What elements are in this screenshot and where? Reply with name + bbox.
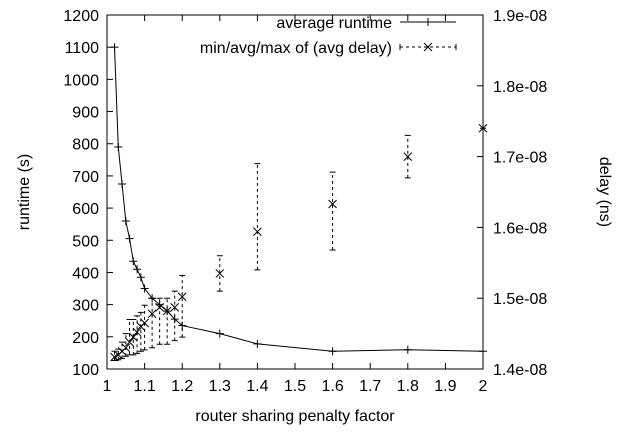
runtime-point bbox=[253, 339, 262, 348]
legend-label-avg-delay: min/avg/max of (avg delay) bbox=[200, 40, 392, 57]
delay-point bbox=[140, 318, 149, 328]
runtime-point bbox=[118, 179, 127, 188]
runtime-point bbox=[133, 265, 142, 274]
series-avg-delay bbox=[110, 123, 488, 362]
y-tick-label: 100 bbox=[72, 362, 99, 379]
y2-tick-label: 1.8e-08 bbox=[493, 79, 547, 96]
runtime-line bbox=[114, 47, 484, 352]
delay-errorbar-caps bbox=[137, 311, 144, 352]
x-tick-label: 1.8 bbox=[397, 378, 419, 395]
delay-errorbar-caps bbox=[119, 341, 126, 359]
delay-errorbar-caps bbox=[156, 297, 163, 345]
delay-point bbox=[121, 343, 131, 353]
delay-point bbox=[162, 306, 172, 316]
delay-point bbox=[155, 303, 164, 312]
y-tick-label: 600 bbox=[72, 201, 99, 218]
runtime-point bbox=[114, 142, 123, 151]
delay-errorbar-caps bbox=[254, 163, 261, 271]
runtime-point bbox=[403, 345, 412, 354]
y-axis-ticks: 100 200 300 400 500 600 700 800 900 1000 1100 1200 bbox=[63, 8, 113, 379]
delay-errorbar-caps bbox=[149, 297, 156, 349]
y-tick-label: 200 bbox=[72, 330, 99, 347]
delay-errorbar-caps bbox=[122, 333, 129, 357]
series-average-runtime bbox=[110, 43, 487, 356]
y-tick-label: 900 bbox=[72, 105, 99, 122]
runtime-point bbox=[136, 273, 145, 282]
x-tick-label: 1.4 bbox=[246, 378, 268, 395]
legend-marker-plus bbox=[424, 18, 432, 26]
y2-tick-label: 1.9e-08 bbox=[493, 8, 547, 25]
legend-errorbar-caps bbox=[399, 44, 457, 50]
x-tick-label: 1.2 bbox=[171, 378, 193, 395]
delay-point bbox=[128, 332, 138, 342]
y2-tick-label: 1.5e-08 bbox=[493, 291, 547, 308]
runtime-point bbox=[129, 257, 138, 266]
delay-errorbar-caps bbox=[329, 171, 336, 251]
delay-point bbox=[253, 227, 262, 237]
y-tick-label: 700 bbox=[72, 169, 99, 186]
delay-errorbar-caps bbox=[141, 304, 148, 351]
delay-point bbox=[215, 269, 225, 278]
x-tick-label: 1.9 bbox=[434, 378, 456, 395]
x-tick-label: 1.3 bbox=[209, 378, 231, 395]
runtime-point bbox=[328, 347, 337, 356]
delay-point bbox=[125, 337, 134, 347]
x-tick-label: 1.6 bbox=[321, 378, 343, 395]
delay-point bbox=[403, 152, 413, 161]
y2-axis-label: delay (ns) bbox=[596, 157, 613, 227]
y2-tick-label: 1.6e-08 bbox=[493, 220, 547, 237]
x-tick-label: 2 bbox=[479, 378, 488, 395]
delay-point bbox=[170, 303, 180, 312]
delay-errorbar-caps bbox=[171, 290, 178, 342]
delay-errorbar-caps bbox=[134, 315, 141, 354]
delay-errorbar-caps bbox=[179, 275, 186, 338]
delay-errorbar-caps bbox=[130, 318, 137, 356]
delay-point bbox=[328, 199, 337, 209]
y2-tick-label: 1.7e-08 bbox=[493, 150, 547, 167]
delay-point bbox=[478, 123, 488, 133]
y-tick-label: 300 bbox=[72, 298, 99, 315]
runtime-point bbox=[479, 347, 487, 356]
runtime-point bbox=[110, 43, 119, 52]
runtime-point bbox=[121, 216, 130, 225]
runtime-point bbox=[215, 329, 224, 338]
runtime-point bbox=[125, 234, 134, 243]
delay-errorbar-caps bbox=[164, 297, 171, 345]
plot-frame bbox=[106, 14, 484, 370]
x-tick-label: 1 bbox=[103, 378, 112, 395]
y-tick-label: 500 bbox=[72, 233, 99, 250]
delay-point bbox=[132, 327, 142, 337]
legend-marker-x bbox=[423, 42, 433, 52]
x-tick-label: 1.5 bbox=[284, 378, 306, 395]
legend: average runtime min/avg/max of (avg dela… bbox=[200, 15, 457, 57]
delay-point bbox=[177, 292, 187, 302]
runtime-point bbox=[140, 284, 149, 293]
x-tick-label: 1.1 bbox=[133, 378, 155, 395]
x-axis-ticks: 1 1.1 1.2 1.3 1.4 1.5 1.6 1.7 1.8 1.9 2 bbox=[103, 15, 488, 395]
delay-errorbar-caps bbox=[216, 255, 223, 292]
y-axis-label: runtime (s) bbox=[16, 154, 33, 230]
y2-tick-label: 1.4e-08 bbox=[493, 362, 547, 379]
legend-label-average-runtime: average runtime bbox=[276, 15, 392, 32]
y-tick-label: 400 bbox=[72, 265, 99, 282]
x-tick-label: 1.7 bbox=[359, 378, 381, 395]
delay-point bbox=[147, 309, 157, 319]
y-tick-label: 800 bbox=[72, 137, 99, 154]
y-tick-label: 1100 bbox=[65, 40, 100, 57]
y-tick-label: 1000 bbox=[63, 72, 99, 89]
y2-axis-ticks: 1.4e-08 1.5e-08 1.6e-08 1.7e-08 1.8e-08 1.9e-… bbox=[477, 8, 547, 379]
delay-errorbar-caps bbox=[404, 134, 411, 179]
y-tick-label: 1200 bbox=[63, 8, 99, 25]
x-axis-label: router sharing penalty factor bbox=[195, 408, 395, 425]
